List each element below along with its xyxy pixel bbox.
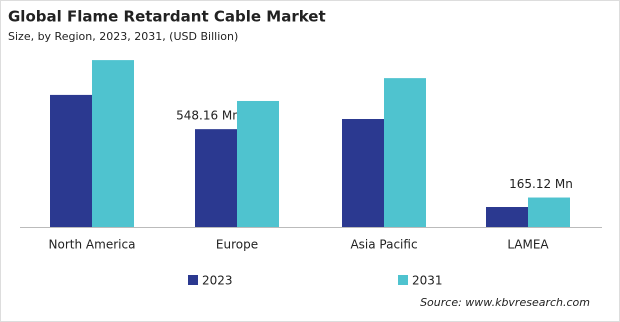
legend-swatch	[398, 275, 408, 285]
data-label: 165.12 Mn	[509, 177, 573, 191]
bar	[50, 94, 92, 227]
bar	[92, 60, 134, 227]
bar	[384, 78, 426, 227]
bar	[195, 129, 237, 227]
x-tick-label: LAMEA	[507, 238, 549, 252]
source: Source: www.kbvresearch.com	[420, 296, 590, 309]
bar	[528, 197, 570, 227]
data-label: 548.16 Mn	[176, 109, 240, 123]
legend-swatch	[188, 275, 198, 285]
x-tick-label: Europe	[216, 238, 258, 252]
x-tick-label: North America	[49, 238, 136, 252]
x-tick-label: Asia Pacific	[350, 238, 417, 252]
legend-label: 2023	[202, 274, 233, 288]
bar	[237, 100, 279, 227]
legend-label: 2031	[412, 274, 443, 288]
chart-subtitle: Size, by Region, 2023, 2031, (USD Billio…	[8, 30, 238, 43]
bar	[342, 119, 384, 227]
bar	[486, 207, 528, 227]
chart-title: Global Flame Retardant Cable Market	[8, 8, 326, 26]
